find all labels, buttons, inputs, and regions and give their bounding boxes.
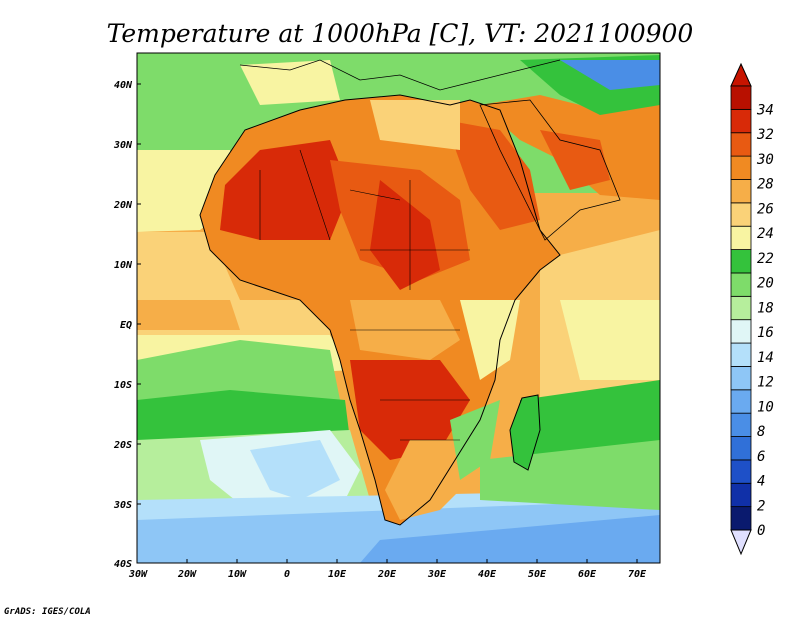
colorbar-tick-label: 20 [757,276,774,292]
lon-tick: 60E [578,569,597,580]
colorbar-tick-label: 22 [757,251,774,267]
colorbar-segment [730,249,752,274]
latitude-axis: 40N 30N 20N 10N EQ 10S 20S 30S 40S [113,80,141,570]
colorbar-segment [730,155,752,180]
lon-tick: 20W [177,569,197,580]
lat-tick: 40S [114,559,132,570]
colorbar-tick-label: 12 [757,375,774,391]
lat-tick: 40N [114,80,133,91]
colorbar-segment [730,85,752,110]
lat-tick: 30N [113,140,133,151]
map-title: Temperature at 1000hPa [C], VT: 20211009… [107,19,694,48]
colorbar-tick-label: 34 [756,102,774,118]
colorbar-segment [730,179,752,204]
lat-tick: 10N [114,260,133,271]
colorbar-tick-label: 28 [757,177,774,193]
lat-tick: 10S [114,380,132,391]
colorbar-tick-label: 8 [757,424,765,440]
colorbar-segment [730,366,752,391]
lon-tick: 30E [427,569,447,580]
colorbar-segment [730,319,752,344]
colorbar-segment [730,342,752,367]
colorbar-tick-label: 2 [757,498,765,514]
lat-tick: EQ [120,320,132,331]
lat-tick: 30S [113,500,132,511]
colorbar-tick-label: 4 [757,474,765,490]
colorbar-tick-label: 14 [757,350,774,366]
colorbar-tick-label: 18 [757,300,774,316]
lon-tick: 10W [228,569,247,580]
lon-tick: 10E [328,569,347,580]
colorbar-tick-label: 30 [756,152,774,168]
lon-tick: 50E [528,569,547,580]
lat-tick: 20N [113,200,133,211]
lon-tick: 20E [377,569,397,580]
colorbar-segment [730,412,752,437]
colorbar-tick-label: 32 [756,127,774,143]
colorbar-segment [730,482,752,508]
credit-label: GrADS: IGES/COLA [4,607,91,617]
colorbar-segment [730,202,752,227]
colorbar-tick-label: 6 [757,449,765,465]
colorbar-tick-label: 26 [757,201,774,217]
longitude-axis: 30W 20W 10W 0 10E 20E 30E 40E 50E 60E 70… [128,559,647,580]
colorbar-segment [730,459,752,484]
colorbar-segment [730,108,752,134]
colorbar-segment [730,272,752,297]
colorbar-tick-label: 0 [757,523,765,539]
temperature-field [137,53,660,563]
lon-tick: 0 [284,569,290,580]
colorbar-segment [730,295,752,321]
colorbar-segment [730,436,752,461]
colorbar-under-arrow [730,529,752,556]
colorbar-segment [730,389,752,414]
colorbar-tick-label: 24 [757,226,774,242]
colorbar-segment [730,225,752,250]
lon-tick: 70E [628,569,647,580]
lon-tick: 40E [478,569,497,580]
colorbar-tick-label: 16 [757,325,774,341]
map-frame [136,52,661,564]
lat-tick: 20S [113,440,132,451]
colorbar-tick-label: 10 [757,399,774,415]
colorbar-over-arrow [730,62,752,87]
colorbar-segment [730,132,752,157]
colorbar-segment [730,506,752,531]
lon-tick: 30W [128,569,148,580]
